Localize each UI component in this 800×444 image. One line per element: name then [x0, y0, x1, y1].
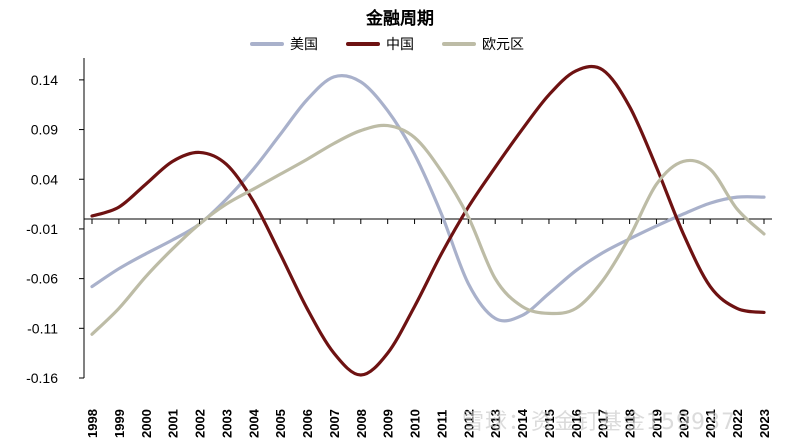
y-tick-label: -0.16 — [26, 370, 58, 386]
x-tick-label: 2022 — [730, 409, 745, 438]
legend-swatch-china — [346, 42, 380, 46]
chart-title: 金融周期 — [366, 9, 434, 29]
legend-swatch-eurozone — [442, 42, 476, 46]
x-tick-label: 2006 — [300, 409, 315, 438]
x-tick-label: 2008 — [354, 409, 369, 438]
x-tick-label: 2009 — [381, 409, 396, 438]
x-tick-label: 2014 — [515, 408, 530, 438]
legend-label-china: 中国 — [386, 37, 414, 53]
y-axis-ticks: 0.14 0.09 0.04 -0.01 -0.06 -0.11 -0.16 — [26, 72, 84, 386]
chart-axes — [83, 58, 772, 378]
x-tick-label: 2003 — [219, 409, 234, 438]
x-tick-label: 2016 — [569, 409, 584, 438]
y-tick-label: -0.11 — [27, 320, 58, 336]
x-tick-label: 2015 — [542, 409, 557, 438]
legend-item-us: 美国 — [250, 34, 318, 54]
watermark: 雪球：资金钉基金159937 — [462, 410, 736, 435]
x-tick-label: 2012 — [461, 409, 476, 438]
x-tick-label: 2000 — [139, 409, 154, 438]
x-tick-label: 2019 — [649, 409, 664, 438]
chart-series-lines — [90, 64, 766, 377]
x-tick-label: 2002 — [193, 409, 208, 438]
x-tick-label: 1998 — [85, 409, 100, 438]
x-tick-label: 1999 — [112, 409, 127, 438]
y-tick-label: 0.09 — [31, 122, 58, 138]
x-tick-label: 2021 — [703, 409, 718, 438]
y-tick-label: -0.01 — [26, 221, 58, 237]
x-tick-label: 2020 — [676, 409, 691, 438]
legend-swatch-us — [250, 42, 284, 46]
x-tick-label: 2023 — [757, 409, 772, 438]
x-tick-label: 2011 — [434, 410, 449, 438]
x-tick-label: 2013 — [488, 409, 503, 438]
y-tick-label: 0.04 — [31, 171, 58, 187]
x-tick-label: 2005 — [273, 409, 288, 438]
y-tick-label: -0.06 — [26, 271, 58, 287]
series-line-china — [90, 64, 766, 377]
x-tick-label: 2007 — [327, 409, 342, 438]
x-tick-label: 2010 — [408, 409, 423, 438]
legend-item-china: 中国 — [346, 34, 414, 54]
x-axis-ticks: 1998 1999 2000 2001 2002 2003 2004 2005 2006 2007… — [85, 219, 772, 438]
x-tick-label: 2004 — [246, 408, 261, 438]
x-tick-label: 2017 — [596, 409, 611, 438]
legend-item-eurozone: 欧元区 — [442, 34, 524, 54]
y-tick-label: 0.14 — [31, 72, 58, 88]
x-tick-label: 2001 — [166, 409, 181, 438]
legend: 美国 中国 欧元区 — [250, 34, 524, 54]
x-tick-label: 2018 — [623, 409, 638, 438]
series-line-eurozone — [90, 123, 766, 336]
legend-label-us: 美国 — [290, 37, 318, 53]
legend-label-eurozone: 欧元区 — [482, 37, 524, 53]
series-line-us — [90, 74, 766, 323]
